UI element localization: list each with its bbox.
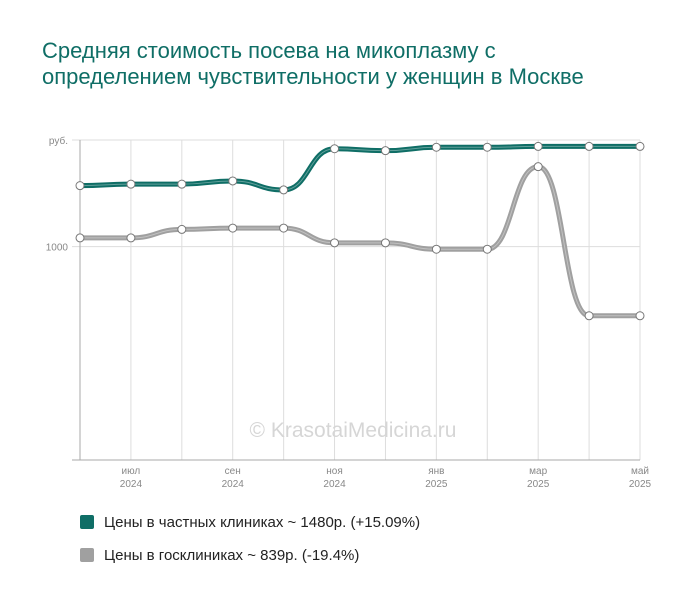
series-line-0 xyxy=(77,143,643,193)
legend-label-public: Цены в госклиниках ~ 839р. (-19.4%) xyxy=(104,546,360,564)
legend-item-private[interactable]: Цены в частных клиниках ~ 1480р. (+15.09… xyxy=(80,511,420,533)
data-point xyxy=(126,179,136,189)
data-point xyxy=(279,185,289,195)
legend-item-public[interactable]: Цены в госклиниках ~ 839р. (-19.4%) xyxy=(80,544,420,566)
legend: Цены в частных клиниках ~ 1480р. (+15.09… xyxy=(80,511,420,577)
legend-swatch-public xyxy=(80,548,94,562)
y-tick-label: 1000 xyxy=(46,243,69,254)
y-axis-unit-label: руб. xyxy=(49,135,68,147)
data-point xyxy=(482,244,492,254)
data-point xyxy=(431,142,441,152)
data-point xyxy=(126,233,136,243)
legend-swatch-private xyxy=(80,515,94,529)
data-point xyxy=(177,224,187,234)
data-point xyxy=(330,144,340,154)
x-tick-label-month: май xyxy=(631,466,649,477)
x-tick-label-year: 2024 xyxy=(222,479,245,490)
data-point xyxy=(584,141,594,151)
data-point xyxy=(533,162,543,172)
chart-title: Средняя стоимость посева на микоплазму с… xyxy=(42,38,584,89)
series-line-1 xyxy=(77,164,643,319)
data-point xyxy=(482,142,492,152)
x-tick-label-year: 2025 xyxy=(527,479,550,490)
data-point xyxy=(330,238,340,248)
data-point xyxy=(75,233,85,243)
x-tick-label-month: сен xyxy=(225,466,241,477)
data-point xyxy=(177,179,187,189)
data-point xyxy=(584,311,594,321)
data-point xyxy=(279,223,289,233)
x-tick-label-year: 2025 xyxy=(629,479,652,490)
x-tick-label-month: мар xyxy=(529,466,547,477)
x-tick-label-year: 2024 xyxy=(323,479,346,490)
data-point xyxy=(635,311,645,321)
data-point xyxy=(380,238,390,248)
x-tick-label-month: ноя xyxy=(326,466,343,477)
x-tick-label-year: 2024 xyxy=(120,479,143,490)
data-point xyxy=(635,141,645,151)
data-point xyxy=(228,223,238,233)
data-point xyxy=(380,146,390,156)
watermark: © KrasotaiMedicina.ru xyxy=(250,419,457,442)
x-tick-label-year: 2025 xyxy=(425,479,448,490)
x-tick-label-month: июл xyxy=(122,466,141,477)
data-point xyxy=(75,181,85,191)
line-chart: руб. 1000 июл 2024 сен 2024 ноя 2024 янв 2025 мар 2… xyxy=(46,135,652,490)
data-point xyxy=(533,141,543,151)
x-tick-label-month: янв xyxy=(428,466,444,477)
legend-label-private: Цены в частных клиниках ~ 1480р. (+15.09… xyxy=(104,513,421,531)
data-point xyxy=(228,176,238,186)
data-point xyxy=(431,244,441,254)
